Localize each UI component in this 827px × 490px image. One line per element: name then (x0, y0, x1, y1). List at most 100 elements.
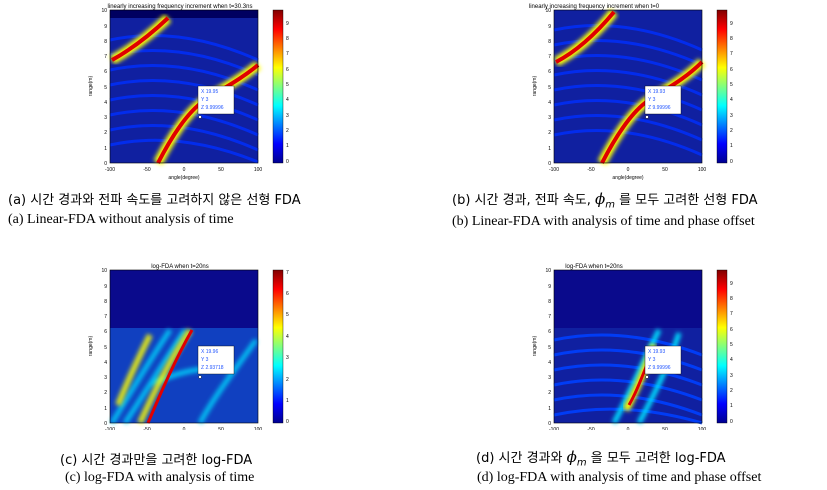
svg-text:Y 3: Y 3 (648, 97, 656, 103)
svg-text:5: 5 (286, 312, 289, 318)
svg-text:9: 9 (730, 281, 733, 287)
svg-text:7: 7 (286, 51, 289, 57)
plot-title: linearly increasing frequency increment … (108, 4, 253, 10)
svg-text:6: 6 (548, 329, 551, 335)
svg-text:2: 2 (548, 130, 551, 136)
data-tip[interactable]: X 19.93 Y 3 Z 9.99996 (644, 85, 682, 119)
svg-text:X 19.93: X 19.93 (648, 349, 665, 355)
svg-text:0: 0 (627, 167, 630, 173)
beam-yellow (115, 328, 193, 425)
y-axis-label: range(m) (88, 76, 94, 97)
svg-text:7: 7 (548, 54, 551, 60)
svg-text:-100: -100 (549, 427, 559, 430)
beam-upper-core (111, 16, 170, 62)
svg-text:8: 8 (286, 36, 289, 42)
caption-english: (c) log-FDA with analysis of time (65, 470, 255, 485)
data-tip[interactable]: X 19.96 Y 3 Z 2.93718 (197, 345, 235, 379)
svg-text:7: 7 (104, 54, 107, 60)
svg-text:9: 9 (286, 21, 289, 27)
svg-text:4: 4 (104, 360, 107, 366)
y-axis-label: range(m) (532, 336, 538, 357)
colorbar (272, 269, 284, 424)
svg-text:0: 0 (548, 161, 551, 167)
caption-korean: (b) 시간 경과, 전파 속도, ϕm 를 모두 고려한 선형 FDA (452, 190, 758, 211)
svg-text:-100: -100 (105, 427, 115, 430)
svg-text:10: 10 (101, 8, 107, 14)
colorbar (716, 269, 728, 424)
svg-text:7: 7 (730, 51, 733, 57)
svg-text:3: 3 (104, 115, 107, 121)
svg-text:0: 0 (183, 427, 186, 430)
svg-text:1: 1 (548, 146, 551, 152)
colorbar (716, 9, 728, 164)
plot-frame (553, 269, 703, 424)
svg-text:6: 6 (286, 67, 289, 73)
svg-text:Z 9.99996: Z 9.99996 (648, 105, 671, 111)
svg-text:50: 50 (662, 427, 668, 430)
x-tick-labels: -100 -50 0 50 100 (105, 167, 262, 173)
x-tick-labels: -100 -50 0 50 100 (105, 427, 262, 430)
svg-text:X 19.93: X 19.93 (648, 89, 665, 95)
y-tick-labels: 0 1 2 3 4 5 6 7 8 9 10 (545, 8, 551, 167)
svg-text:1: 1 (548, 406, 551, 412)
svg-text:5: 5 (730, 342, 733, 348)
beam-core (146, 329, 194, 424)
svg-text:-100: -100 (549, 167, 559, 173)
caption-korean: (c) 시간 경과만을 고려한 log-FDA (60, 453, 253, 468)
svg-text:9: 9 (104, 284, 107, 290)
plot-frame (553, 9, 703, 164)
svg-text:1: 1 (286, 143, 289, 149)
colorbar-ticks: 0 1 2 3 4 5 6 7 8 9 (730, 281, 733, 425)
empty-region (110, 270, 258, 332)
svg-text:6: 6 (104, 329, 107, 335)
plot-title: linearly increasing frequency increment … (529, 4, 660, 10)
y-tick-labels: 0 1 2 3 4 5 6 7 8 9 10 (545, 268, 551, 427)
svg-text:4: 4 (548, 360, 551, 366)
svg-text:6: 6 (730, 327, 733, 333)
panel-c: log-FDA when t=20ns X 19.96 Y 3 Z 2.9371… (0, 245, 413, 490)
svg-text:5: 5 (548, 85, 551, 91)
svg-text:0: 0 (548, 421, 551, 427)
svg-text:4: 4 (730, 97, 733, 103)
panel-b: linearly increasing frequency increment … (414, 0, 827, 245)
svg-text:3: 3 (286, 355, 289, 361)
svg-text:0: 0 (627, 427, 630, 430)
caption-korean: (a) 시간 경과와 전파 속도를 고려하지 않은 선형 FDA (8, 193, 301, 208)
svg-text:5: 5 (286, 82, 289, 88)
panel-a: linearly increasing frequency increment … (0, 0, 413, 245)
svg-text:4: 4 (286, 97, 289, 103)
caption-korean: (d) 시간 경과와 ϕm 을 모두 고려한 log-FDA (476, 448, 726, 469)
svg-text:9: 9 (548, 24, 551, 30)
svg-text:4: 4 (548, 100, 551, 106)
svg-text:5: 5 (730, 82, 733, 88)
svg-text:0: 0 (183, 167, 186, 173)
y-axis-label: range(m) (532, 76, 538, 97)
svg-text:100: 100 (698, 167, 707, 173)
x-tick-labels: -100 -50 0 50 100 (549, 167, 706, 173)
svg-text:7: 7 (730, 311, 733, 317)
svg-text:2: 2 (730, 388, 733, 394)
svg-text:Y 3: Y 3 (201, 357, 209, 363)
plot-frame (109, 269, 259, 424)
svg-text:10: 10 (101, 268, 107, 274)
svg-text:4: 4 (730, 357, 733, 363)
svg-text:-100: -100 (105, 167, 115, 173)
svg-text:0: 0 (286, 159, 289, 165)
y-tick-labels: 0 1 2 3 4 5 6 7 8 9 10 (101, 268, 107, 427)
svg-text:100: 100 (698, 427, 707, 430)
svg-text:100: 100 (254, 427, 263, 430)
svg-text:50: 50 (218, 427, 224, 430)
svg-text:7: 7 (104, 314, 107, 320)
colorbar-ticks: 0 1 2 3 4 5 6 7 (286, 270, 289, 425)
svg-text:2: 2 (548, 390, 551, 396)
svg-text:4: 4 (286, 334, 289, 340)
svg-text:9: 9 (730, 21, 733, 27)
svg-text:50: 50 (662, 167, 668, 173)
svg-text:8: 8 (104, 39, 107, 45)
svg-text:9: 9 (104, 24, 107, 30)
data-tip[interactable]: X 19.93 Y 3 Z 9.99996 (644, 345, 682, 379)
data-tip[interactable]: X 19.95 Y 3 Z 9.99996 (197, 85, 235, 119)
svg-text:Z 9.99996: Z 9.99996 (648, 365, 671, 371)
svg-text:3: 3 (548, 375, 551, 381)
svg-text:0: 0 (104, 161, 107, 167)
